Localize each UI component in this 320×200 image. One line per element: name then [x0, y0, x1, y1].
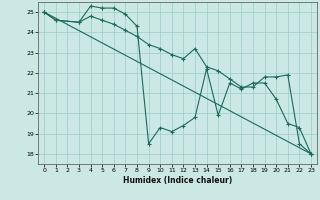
X-axis label: Humidex (Indice chaleur): Humidex (Indice chaleur) — [123, 176, 232, 185]
